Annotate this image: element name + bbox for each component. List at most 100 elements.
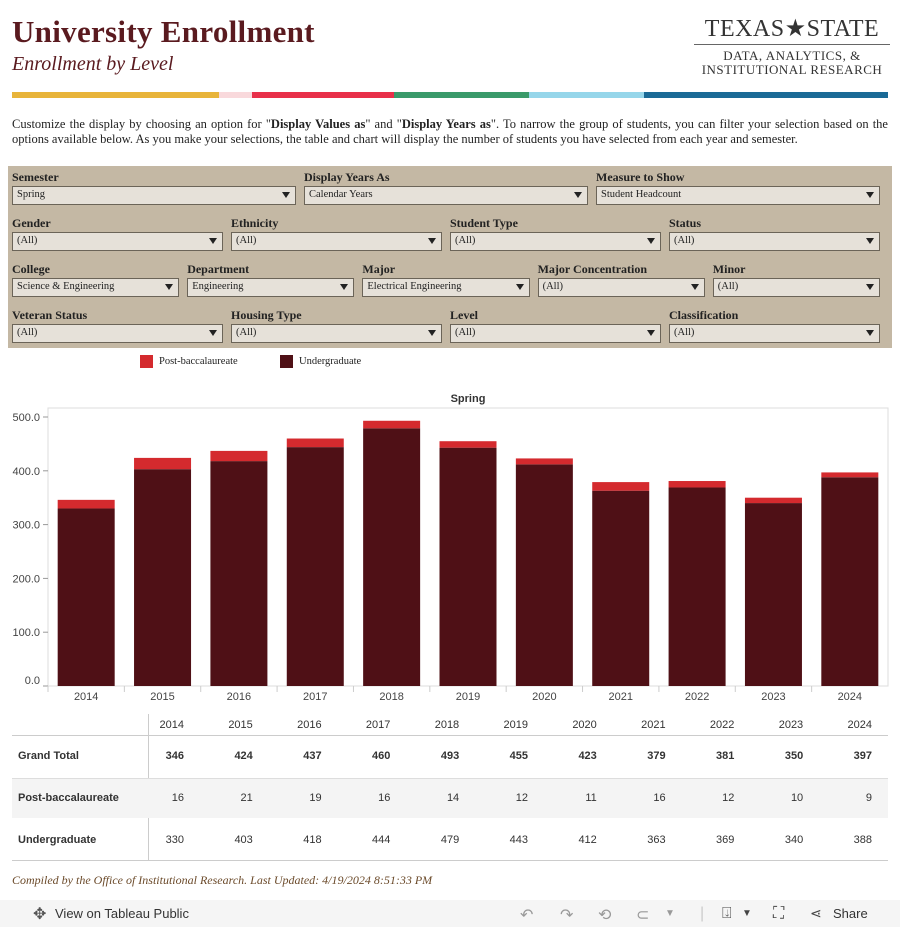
filter-dropdown-minor[interactable]: (All) [712, 278, 880, 297]
bar-undergraduate-2020[interactable] [515, 464, 573, 686]
chevron-down-icon [209, 330, 217, 336]
refresh-dropdown-icon[interactable]: ▼ [665, 908, 675, 919]
legend-item-postbacc[interactable]: Post-baccalaureate [140, 355, 238, 368]
legend-swatch [280, 355, 293, 368]
chevron-down-icon [866, 192, 874, 198]
revert-icon[interactable]: ⟲ [598, 907, 612, 924]
chevron-down-icon [647, 238, 655, 244]
bar-undergraduate-2021[interactable] [592, 490, 650, 686]
chevron-down-icon [690, 284, 699, 290]
filter-dropdown-display-years-as[interactable]: Calendar Years [304, 186, 588, 205]
filter-value: Spring [17, 189, 46, 200]
bar-post-baccalaureate-2015[interactable] [134, 457, 192, 470]
filter-dropdown-veteran-status[interactable]: (All) [12, 324, 223, 343]
bar-post-baccalaureate-2014[interactable] [57, 499, 115, 509]
table-rule [12, 735, 888, 736]
bar-post-baccalaureate-2022[interactable] [668, 481, 726, 488]
column-header: 2017 [365, 719, 391, 731]
x-tick-label: 2019 [456, 691, 480, 703]
bar-undergraduate-2022[interactable] [668, 487, 726, 686]
filter-value: (All) [717, 281, 739, 292]
bar-post-baccalaureate-2016[interactable] [210, 450, 268, 462]
filter-dropdown-measure-to-show[interactable]: Student Headcount [596, 186, 880, 205]
stripe-segment [528, 92, 645, 98]
view-on-tableau-link[interactable]: View on Tableau Public [55, 906, 189, 921]
legend-swatch [140, 355, 153, 368]
tableau-toolbar: ✥ View on Tableau Public ↶ ↷ ⟲ ⊂ ▼ | ⍗ ▼… [0, 900, 900, 927]
fullscreen-icon[interactable]: ⛶ [773, 905, 785, 922]
bar-post-baccalaureate-2021[interactable] [592, 482, 650, 491]
filter-dropdown-major-concentration[interactable]: (All) [537, 278, 705, 297]
filter-dropdown-department[interactable]: Engineering [187, 278, 355, 297]
x-tick-label: 2017 [303, 691, 327, 703]
download-icon[interactable]: ⍗ [722, 905, 732, 922]
filter-value: Student Headcount [601, 189, 682, 200]
filter-dropdown-level[interactable]: (All) [450, 324, 661, 343]
x-tick-label: 2016 [227, 691, 251, 703]
bar-post-baccalaureate-2023[interactable] [744, 497, 802, 504]
filter-label: Status [669, 216, 702, 230]
chevron-down-icon [165, 284, 174, 290]
x-tick-label: 2023 [761, 691, 785, 703]
legend-label: Post-baccalaureate [159, 356, 238, 367]
legend-item-undergrad[interactable]: Undergraduate [280, 355, 361, 368]
bar-undergraduate-2016[interactable] [210, 461, 268, 686]
x-tick-label: 2024 [838, 691, 862, 703]
share-button[interactable]: Share [833, 906, 868, 921]
filter-dropdown-classification[interactable]: (All) [669, 324, 880, 343]
filter-value: Engineering [192, 281, 244, 292]
filter-dropdown-gender[interactable]: (All) [12, 232, 223, 251]
filter-dropdown-college[interactable]: Science & Engineering [12, 278, 180, 297]
bar-undergraduate-2018[interactable] [363, 428, 421, 686]
filter-dropdown-ethnicity[interactable]: (All) [231, 232, 442, 251]
refresh-icon[interactable]: ⊂ [636, 907, 650, 924]
filter-dropdown-semester[interactable]: Spring [12, 186, 296, 205]
table-cell: 16 [171, 792, 184, 804]
y-tick-label: 0.0 [25, 675, 40, 687]
table-cell: 455 [509, 750, 528, 762]
column-header: 2014 [159, 719, 184, 731]
y-tick-label: 400.0 [12, 466, 40, 478]
bar-post-baccalaureate-2019[interactable] [439, 441, 497, 448]
filter-value: (All) [17, 235, 38, 246]
filter-dropdown-major[interactable]: Electrical Engineering [362, 278, 530, 297]
filter-value: (All) [17, 327, 38, 338]
column-header: 2021 [641, 719, 666, 731]
bar-undergraduate-2023[interactable] [744, 503, 802, 686]
table-cell: 493 [440, 750, 460, 762]
filter-label: Veteran Status [12, 308, 88, 322]
x-tick-label: 2022 [685, 691, 709, 703]
undo-icon[interactable]: ↶ [520, 907, 534, 924]
row-label: Post-baccalaureate [18, 792, 119, 804]
bar-undergraduate-2019[interactable] [439, 447, 497, 686]
filter-dropdown-housing-type[interactable]: (All) [231, 324, 442, 343]
table-cell: 479 [440, 834, 460, 846]
share-icon[interactable]: ⋖ [810, 905, 822, 921]
bar-post-baccalaureate-2018[interactable] [363, 420, 421, 429]
redo-icon[interactable]: ↷ [560, 907, 574, 924]
table-cell: 418 [303, 834, 322, 846]
logo-wordmark: TEXAS★STATE [694, 14, 890, 45]
column-header: 2020 [572, 719, 597, 731]
footer-note: Compiled by the Office of Institutional … [12, 873, 433, 887]
filter-value: (All) [455, 327, 476, 338]
filter-label: Ethnicity [231, 216, 279, 230]
bar-post-baccalaureate-2024[interactable] [821, 472, 879, 478]
filter-dropdown-status[interactable]: (All) [669, 232, 880, 251]
bar-post-baccalaureate-2017[interactable] [286, 438, 344, 448]
bar-undergraduate-2017[interactable] [286, 447, 344, 686]
bar-undergraduate-2014[interactable] [57, 508, 115, 686]
filter-label: Measure to Show [596, 170, 685, 184]
bar-undergraduate-2015[interactable] [134, 469, 192, 686]
intro-bold: Display Values as [270, 117, 366, 131]
y-tick-label: 100.0 [12, 627, 40, 639]
table-cell: 346 [165, 750, 184, 762]
filter-dropdown-student-type[interactable]: (All) [450, 232, 661, 251]
logo-line-2: DATA, ANALYTICS, & [723, 48, 861, 63]
download-dropdown-icon[interactable]: ▼ [742, 908, 752, 919]
color-stripe [12, 92, 888, 98]
bar-post-baccalaureate-2020[interactable] [515, 458, 573, 465]
table-cell: 403 [234, 834, 253, 846]
chevron-down-icon [340, 284, 349, 290]
bar-undergraduate-2024[interactable] [821, 477, 879, 686]
